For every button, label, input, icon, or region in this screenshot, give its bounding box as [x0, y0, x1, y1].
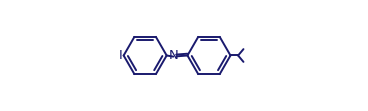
Text: I: I — [119, 49, 123, 62]
Text: N: N — [169, 49, 178, 62]
